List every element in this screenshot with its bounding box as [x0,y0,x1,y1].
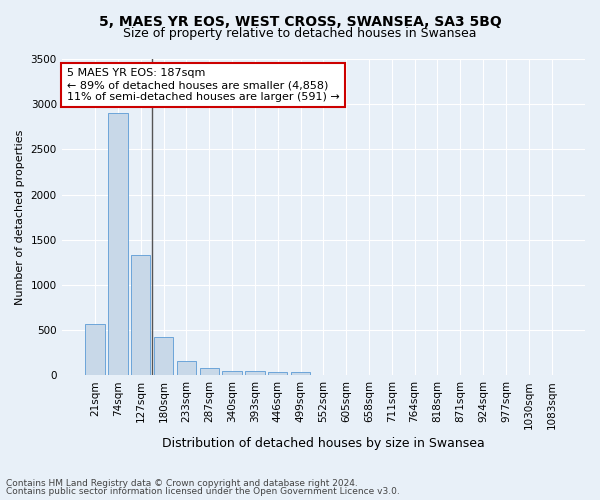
Bar [108,113,128,375]
Bar [131,255,151,375]
Y-axis label: Number of detached properties: Number of detached properties [15,130,25,305]
Text: Size of property relative to detached houses in Swansea: Size of property relative to detached ho… [123,28,477,40]
Bar [291,372,310,375]
Text: Contains HM Land Registry data © Crown copyright and database right 2024.: Contains HM Land Registry data © Crown c… [6,478,358,488]
Bar [200,368,219,375]
Bar [154,337,173,375]
Text: 5, MAES YR EOS, WEST CROSS, SWANSEA, SA3 5BQ: 5, MAES YR EOS, WEST CROSS, SWANSEA, SA3… [98,15,502,29]
Bar [268,372,287,375]
Text: Contains public sector information licensed under the Open Government Licence v3: Contains public sector information licen… [6,487,400,496]
Bar [223,370,242,375]
Bar [85,324,105,375]
X-axis label: Distribution of detached houses by size in Swansea: Distribution of detached houses by size … [162,437,485,450]
Text: 5 MAES YR EOS: 187sqm
← 89% of detached houses are smaller (4,858)
11% of semi-d: 5 MAES YR EOS: 187sqm ← 89% of detached … [67,68,340,102]
Bar [177,361,196,375]
Bar [245,371,265,375]
